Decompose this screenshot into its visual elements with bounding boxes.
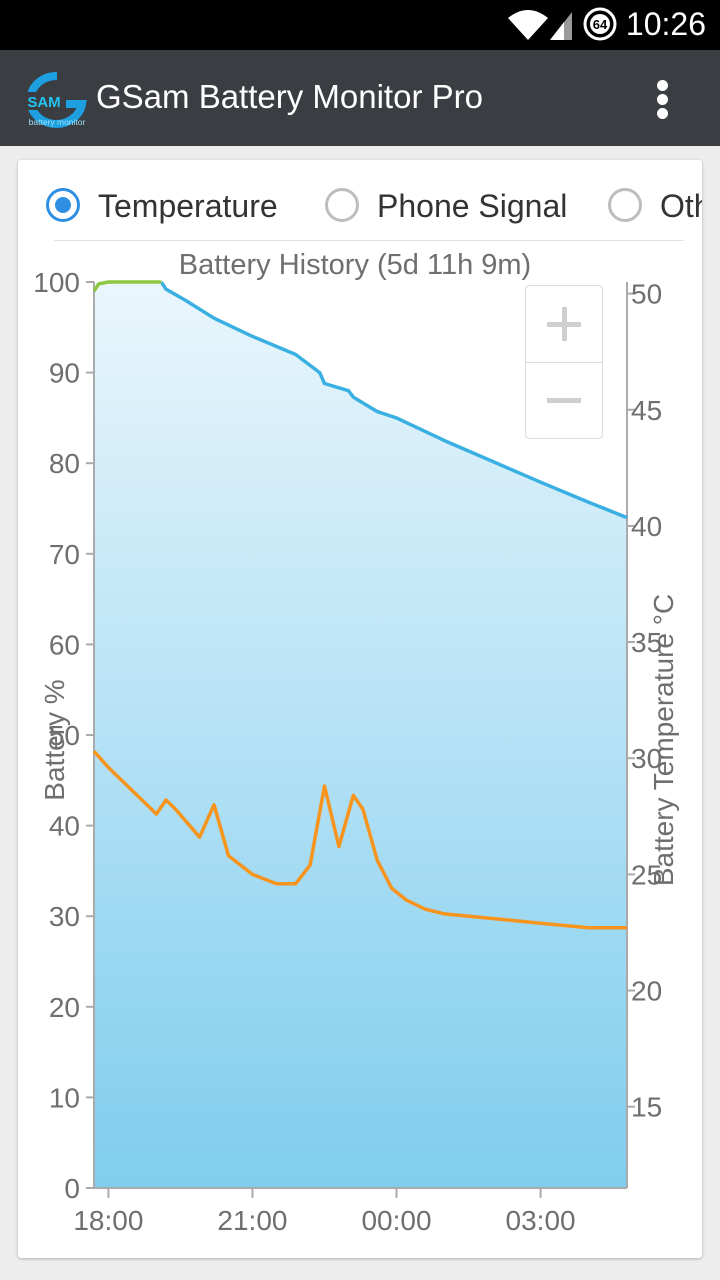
x-axis-ticks: 18:00 21:00 00:00 03:00 (73, 1188, 576, 1236)
right-tick-label: 25 (631, 859, 662, 890)
left-tick-label: 20 (49, 992, 80, 1023)
left-axis-label: Battery % (39, 679, 70, 800)
left-tick-label: 60 (49, 629, 80, 660)
divider (54, 240, 684, 241)
zoom-in-button[interactable] (526, 286, 602, 363)
radio-phone-signal-indicator (325, 188, 359, 222)
status-notification-badge: 64 (593, 17, 608, 32)
x-tick-label: 18:00 (73, 1205, 143, 1236)
chart-title: Battery History (5d 11h 9m) (179, 249, 531, 281)
overflow-menu-icon[interactable] (648, 74, 678, 124)
status-time: 10:26 (625, 6, 706, 42)
left-tick-label: 0 (64, 1173, 80, 1204)
right-tick-label: 20 (631, 976, 662, 1007)
app-title: GSam Battery Monitor Pro (96, 78, 483, 115)
zoom-controls (525, 285, 603, 439)
temperature-line (92, 750, 627, 930)
wifi-icon (508, 10, 548, 40)
x-tick-label: 03:00 (506, 1205, 576, 1236)
status-bar: 64 10:26 (0, 0, 720, 50)
chart-type-selector: Temperature Phone Signal Other (18, 160, 702, 240)
cell-signal-icon (550, 12, 572, 40)
battery-circle-icon (583, 7, 617, 41)
left-tick-label: 100 (33, 267, 80, 298)
chart-card: Temperature Phone Signal Other 100908070… (18, 160, 702, 1258)
battery-area-fill (94, 282, 627, 1188)
right-tick-label: 30 (631, 743, 662, 774)
right-axis-ticks: 50 45 40 35 30 25 20 15 (627, 279, 662, 1123)
app-bar (0, 50, 720, 146)
status-icons: 64 (508, 7, 617, 41)
radio-temperature-label: Temperature (98, 188, 278, 224)
right-axis-label: Battery Temperature °C (648, 594, 679, 886)
radio-other-label: Other (660, 188, 702, 224)
left-tick-label: 80 (49, 448, 80, 479)
right-tick-label: 40 (631, 511, 662, 542)
app-logo-text: SAM (27, 94, 60, 111)
zoom-out-button[interactable] (526, 362, 602, 438)
right-tick-label: 15 (631, 1092, 662, 1123)
left-tick-label: 50 (49, 720, 80, 751)
x-tick-label: 00:00 (361, 1205, 431, 1236)
app-logo-subtext: battery monitor (29, 117, 86, 127)
left-tick-label: 30 (49, 901, 80, 932)
battery-line (159, 281, 628, 520)
right-tick-label: 35 (631, 627, 662, 658)
charging-line (92, 280, 162, 293)
left-tick-label: 90 (49, 358, 80, 389)
right-tick-label: 45 (631, 395, 662, 426)
right-tick-label: 50 (631, 279, 662, 310)
app-logo: SAM battery monitor (26, 71, 87, 128)
left-tick-label: 10 (49, 1082, 80, 1113)
radio-phone-signal-label: Phone Signal (377, 188, 568, 224)
x-tick-label: 21:00 (217, 1205, 287, 1236)
radio-other-indicator (608, 188, 642, 222)
radio-temperature-indicator (46, 188, 80, 222)
left-tick-label: 70 (49, 539, 80, 570)
left-tick-label: 40 (49, 811, 80, 842)
